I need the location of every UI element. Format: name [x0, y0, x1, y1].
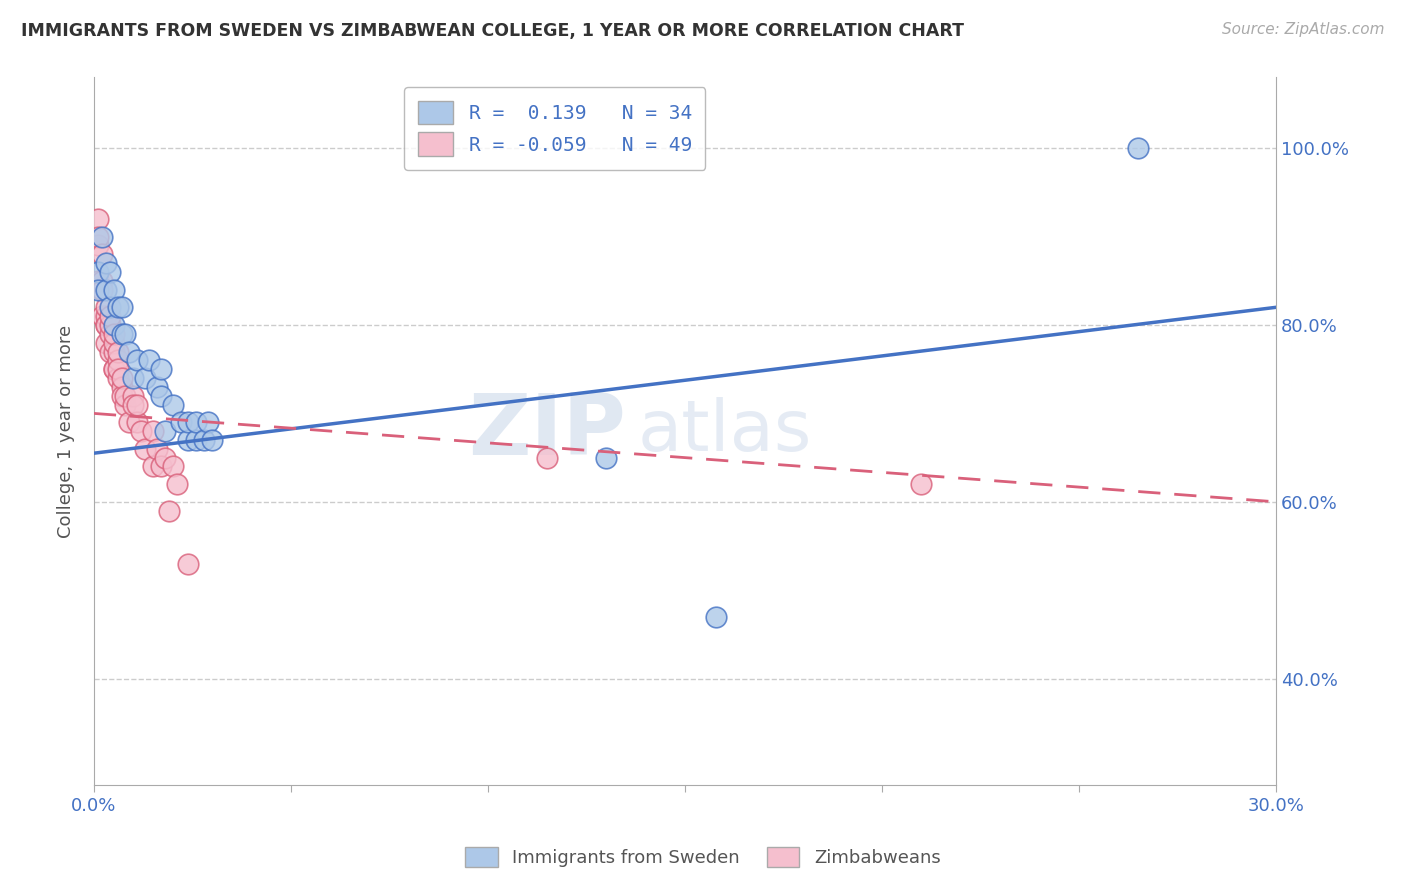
Point [595, 450, 617, 465]
Point [134, 371, 156, 385]
Point [162, 398, 184, 412]
Point [90, 247, 112, 261]
Point [162, 459, 184, 474]
Point [98, 344, 121, 359]
Point [107, 371, 129, 385]
Point [118, 415, 141, 429]
Point [153, 450, 176, 465]
Point [149, 389, 172, 403]
Text: Source: ZipAtlas.com: Source: ZipAtlas.com [1222, 22, 1385, 37]
Point [103, 344, 125, 359]
Point [103, 283, 125, 297]
Text: atlas: atlas [638, 397, 813, 466]
Point [122, 398, 145, 412]
Point [103, 362, 125, 376]
Point [94, 318, 117, 332]
Point [122, 389, 145, 403]
Point [110, 301, 132, 315]
Point [146, 380, 169, 394]
Point [103, 335, 125, 350]
Point [138, 353, 160, 368]
Point [142, 424, 165, 438]
Text: IMMIGRANTS FROM SWEDEN VS ZIMBABWEAN COLLEGE, 1 YEAR OR MORE CORRELATION CHART: IMMIGRANTS FROM SWEDEN VS ZIMBABWEAN COL… [21, 22, 965, 40]
Point [186, 433, 208, 447]
Point [98, 309, 121, 323]
Point [127, 398, 149, 412]
Point [177, 433, 200, 447]
Point [94, 309, 117, 323]
Point [87, 238, 110, 252]
Point [94, 335, 117, 350]
Point [157, 504, 180, 518]
Point [110, 326, 132, 341]
Point [536, 450, 558, 465]
Point [103, 326, 125, 341]
Point [103, 362, 125, 376]
Text: ZIP: ZIP [468, 390, 626, 473]
Point [94, 301, 117, 315]
Point [910, 477, 932, 491]
Point [146, 442, 169, 456]
Point [127, 353, 149, 368]
Point [186, 415, 208, 429]
Point [122, 371, 145, 385]
Point [1126, 141, 1149, 155]
Point [166, 477, 188, 491]
Point [193, 433, 215, 447]
Point [110, 389, 132, 403]
Point [87, 265, 110, 279]
Point [87, 274, 110, 288]
Point [90, 309, 112, 323]
Point [94, 283, 117, 297]
Y-axis label: College, 1 year or more: College, 1 year or more [58, 325, 75, 538]
Point [90, 274, 112, 288]
Point [177, 557, 200, 571]
Point [107, 301, 129, 315]
Point [90, 283, 112, 297]
Point [118, 344, 141, 359]
Point [98, 265, 121, 279]
Point [87, 211, 110, 226]
Point [114, 398, 136, 412]
Point [149, 459, 172, 474]
Point [142, 459, 165, 474]
Point [98, 318, 121, 332]
Point [197, 415, 219, 429]
Point [103, 318, 125, 332]
Point [114, 389, 136, 403]
Point [98, 301, 121, 315]
Point [94, 318, 117, 332]
Point [107, 353, 129, 368]
Point [114, 326, 136, 341]
Point [87, 229, 110, 244]
Point [98, 326, 121, 341]
Point [94, 256, 117, 270]
Legend: R =  0.139   N = 34, R = -0.059   N = 49: R = 0.139 N = 34, R = -0.059 N = 49 [405, 87, 706, 169]
Point [149, 362, 172, 376]
Point [129, 424, 152, 438]
Point [153, 424, 176, 438]
Legend: Immigrants from Sweden, Zimbabweans: Immigrants from Sweden, Zimbabweans [458, 839, 948, 874]
Point [706, 609, 728, 624]
Point [110, 371, 132, 385]
Point [110, 380, 132, 394]
Point [201, 433, 224, 447]
Point [107, 344, 129, 359]
Point [107, 362, 129, 376]
Point [169, 415, 191, 429]
Point [90, 229, 112, 244]
Point [127, 415, 149, 429]
Point [177, 415, 200, 429]
Point [134, 442, 156, 456]
Point [87, 283, 110, 297]
